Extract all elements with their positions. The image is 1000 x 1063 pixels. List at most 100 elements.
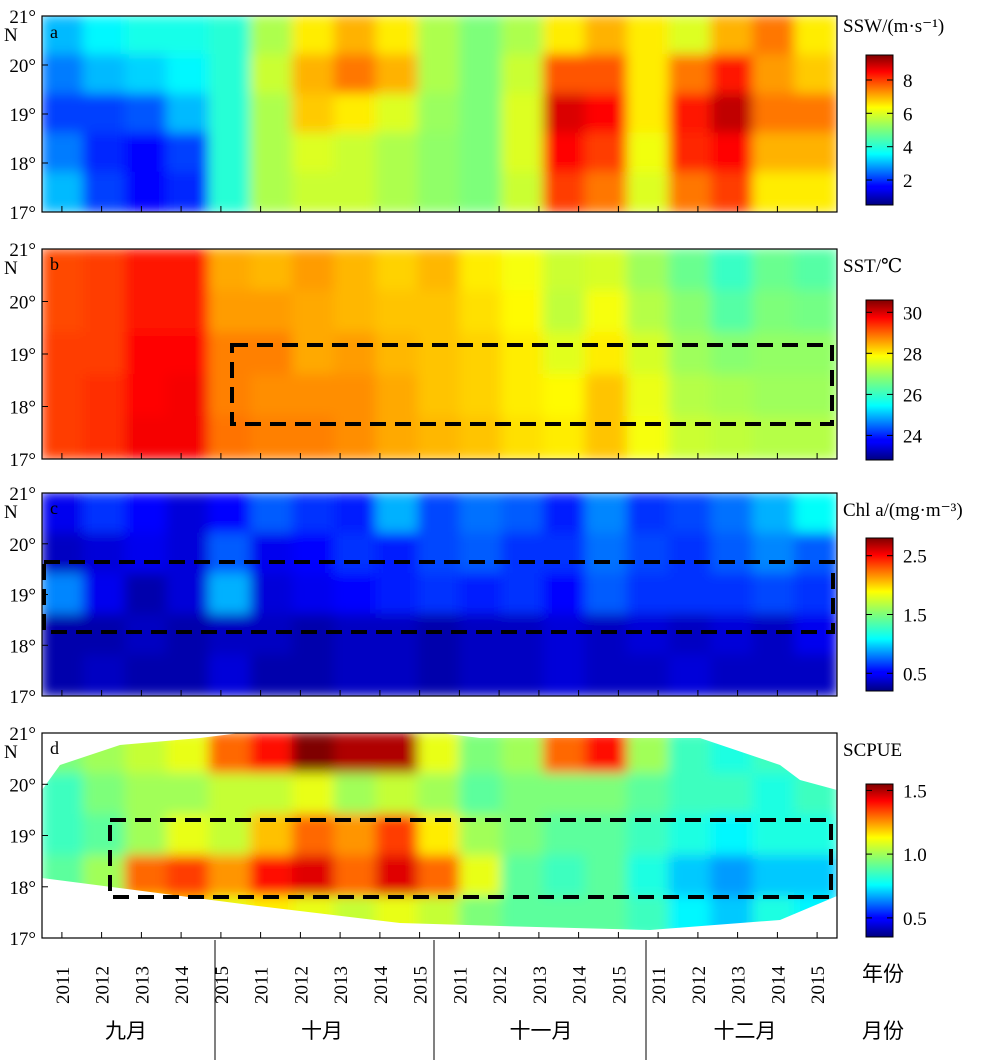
heat-cell <box>501 573 546 616</box>
month-separators <box>214 940 647 1060</box>
y-tick-label: 21° <box>9 484 36 505</box>
y-tick-label: 21° <box>9 724 36 745</box>
heat-cell <box>626 332 671 376</box>
y-tick-label: 21° <box>9 240 36 261</box>
panel-d: d 21° 20° 19° 18° 17° N SCPUE 0.5 1.0 1.5 <box>4 724 927 950</box>
heat-cell <box>82 532 127 576</box>
year-tick-label: 2011 <box>53 967 74 1004</box>
heat-cell <box>752 374 797 418</box>
heat-cell <box>166 773 211 816</box>
heat-cell <box>375 332 420 376</box>
heat-cell <box>543 132 587 174</box>
heat-cell <box>668 613 713 657</box>
heat-cell <box>417 855 462 898</box>
heat-cell <box>501 896 546 930</box>
heat-cell <box>82 493 127 535</box>
heat-cell <box>166 573 211 616</box>
y-tick-label: 20° <box>9 293 36 314</box>
heat-cell <box>794 532 837 576</box>
heat-cell <box>752 773 797 816</box>
heat-cell <box>626 290 671 334</box>
heat-cell <box>752 733 797 775</box>
heat-cell <box>333 16 378 57</box>
heat-cell <box>333 654 378 696</box>
heat-cell <box>166 654 211 696</box>
heat-cell <box>42 332 85 376</box>
heat-cell <box>333 733 378 775</box>
heat-cell <box>710 613 755 657</box>
heat-cell <box>124 171 169 212</box>
heat-cell <box>208 773 253 816</box>
heat-cell <box>417 171 462 212</box>
month-label-oct: 十月 <box>301 1019 343 1043</box>
y-tick-label: 20° <box>9 535 36 556</box>
y-axis-c: 21° 20° 19° 18° 17° N <box>4 484 48 708</box>
heat-cell <box>710 332 755 376</box>
heat-cell <box>459 374 504 418</box>
heat-cell <box>333 613 378 657</box>
year-tick-labels: 2011 2012 2013 2014 2015 2011 2012 2013 2014 2015… <box>53 966 829 1005</box>
colorbar-title-b: SST/℃ <box>843 256 902 277</box>
heat-cell <box>166 54 211 96</box>
heat-cell <box>710 54 755 96</box>
heat-cell <box>333 855 378 898</box>
heat-cell <box>82 896 127 930</box>
colorbar-ticks-b: 24 26 28 30 <box>866 303 923 447</box>
heat-cell <box>42 654 85 696</box>
heat-cell <box>42 132 85 174</box>
y-unit-label: N <box>4 742 18 763</box>
heat-cell <box>292 733 336 775</box>
heat-cell <box>333 290 378 334</box>
heat-cell <box>333 332 378 376</box>
heat-cell <box>333 374 378 418</box>
heat-cell <box>208 249 253 292</box>
heat-cell <box>124 290 169 334</box>
heat-cell <box>501 171 546 212</box>
heat-cell <box>375 132 420 174</box>
heatmap-c <box>42 493 837 696</box>
heat-cell <box>710 773 755 816</box>
heat-cell <box>668 896 713 930</box>
heat-cell <box>82 773 127 816</box>
study-area-box-c <box>42 560 835 634</box>
heat-cell <box>417 532 462 576</box>
heat-cell <box>417 290 462 334</box>
heat-cell <box>250 332 294 376</box>
heat-cell <box>752 249 797 292</box>
heat-cell <box>42 93 85 135</box>
heat-cell <box>82 416 127 459</box>
y-tick-label: 18° <box>9 636 36 657</box>
heat-cell <box>668 855 713 898</box>
heat-cell <box>626 171 671 212</box>
heat-cell <box>794 93 837 135</box>
heat-cell <box>417 132 462 174</box>
y-tick-label: 17° <box>9 687 36 708</box>
heat-cell <box>501 493 546 535</box>
heat-cell <box>333 573 378 616</box>
heat-cell <box>459 855 504 898</box>
heat-cell <box>250 573 294 616</box>
heat-cell <box>710 733 755 775</box>
heat-cell <box>417 249 462 292</box>
heat-cell <box>250 896 294 930</box>
heat-cell <box>417 573 462 616</box>
heat-cell <box>333 249 378 292</box>
heat-cell <box>208 93 253 135</box>
heat-cell <box>375 613 420 657</box>
colorbar-tick-label: 1.5 <box>903 781 927 802</box>
heat-cell <box>501 54 546 96</box>
heat-cell <box>82 613 127 657</box>
heat-cell <box>584 493 629 535</box>
heat-cell <box>794 896 837 930</box>
heat-cell <box>752 532 797 576</box>
panel-c: c 21° 20° 19° 18° 17° N Chl a/(mg·m⁻³) 0.5 1.5… <box>4 484 963 708</box>
heat-cell <box>501 532 546 576</box>
heat-cell <box>752 54 797 96</box>
panel-letter-b: b <box>50 254 59 274</box>
panel-a: a 21° 20° 19° 18° 17° N SSW/(m·s⁻¹) 2 4 6 8 <box>4 7 944 224</box>
heat-cell <box>794 773 837 816</box>
heat-cell <box>584 132 629 174</box>
y-axis-d: 21° 20° 19° 18° 17° N <box>4 724 48 950</box>
heat-cell <box>417 16 462 57</box>
heat-cell <box>375 493 420 535</box>
